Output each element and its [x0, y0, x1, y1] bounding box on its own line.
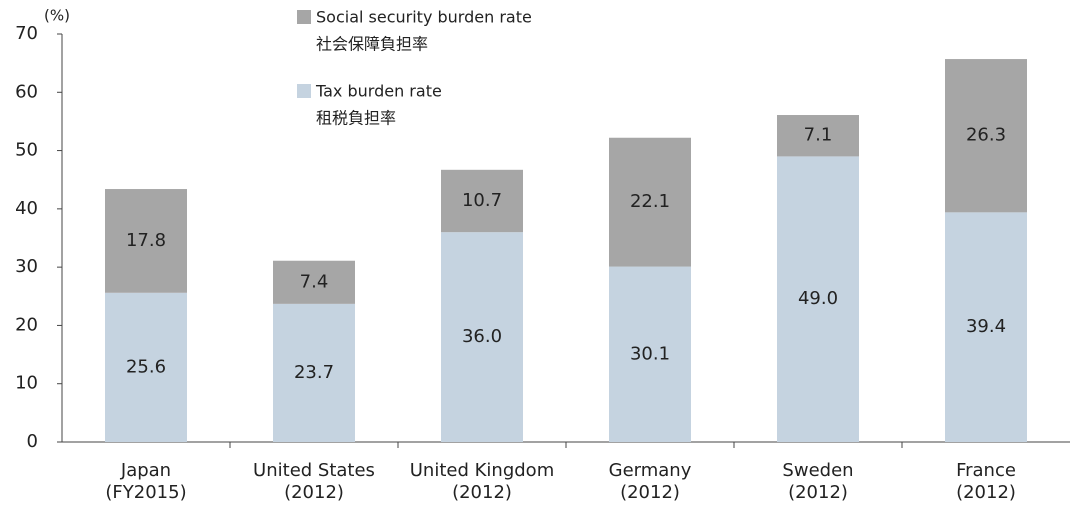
data-label: 36.0	[462, 326, 502, 347]
data-label: 22.1	[630, 191, 670, 212]
x-tick-label: United States (2012)	[253, 460, 375, 503]
x-tick-label: United Kingdom (2012)	[409, 460, 555, 503]
y-tick-label: 70	[15, 23, 38, 44]
legend-swatch	[297, 84, 311, 98]
data-label: 7.4	[300, 271, 329, 292]
legend-label-local: 租税負担率	[316, 109, 396, 128]
legend-label: Social security burden rate	[316, 8, 532, 27]
y-tick-label: 10	[15, 373, 38, 394]
data-label: 30.1	[630, 343, 670, 364]
data-label: 39.4	[966, 316, 1006, 337]
y-tick-label: 50	[15, 140, 38, 161]
y-tick-label: 30	[15, 256, 38, 277]
y-tick-label: 60	[15, 81, 38, 102]
bar-segment	[105, 189, 187, 293]
bar-segment	[273, 303, 355, 442]
y-tick-label: 0	[27, 431, 38, 452]
data-label: 10.7	[462, 190, 502, 211]
legend-swatch	[297, 10, 311, 24]
bar-segment	[273, 260, 355, 304]
bar-segment	[441, 232, 523, 442]
data-label: 23.7	[294, 362, 334, 383]
bar-segment	[441, 169, 523, 233]
data-label: 7.1	[804, 125, 833, 146]
data-label: 26.3	[966, 125, 1006, 146]
data-label: 17.8	[126, 230, 166, 251]
y-tick-label: 20	[15, 314, 38, 335]
bar-segment	[777, 115, 859, 157]
bar-segment	[945, 59, 1027, 213]
bar-segment	[777, 156, 859, 442]
legend-label: Tax burden rate	[315, 82, 442, 101]
data-label: 49.0	[798, 288, 838, 309]
bar-segment	[609, 266, 691, 442]
x-tick-label: France (2012)	[956, 460, 1016, 503]
x-tick-label: Sweden (2012)	[782, 460, 854, 503]
bar-segment	[609, 137, 691, 267]
x-tick-label: Germany (2012)	[608, 460, 692, 503]
legend-label-local: 社会保障負担率	[316, 35, 428, 54]
y-axis-label: (%)	[44, 7, 70, 25]
bar-segment	[945, 212, 1027, 442]
data-label: 25.6	[126, 356, 166, 377]
x-tick-label: Japan (FY2015)	[105, 460, 187, 503]
y-tick-label: 40	[15, 198, 38, 219]
bar-segment	[105, 292, 187, 442]
